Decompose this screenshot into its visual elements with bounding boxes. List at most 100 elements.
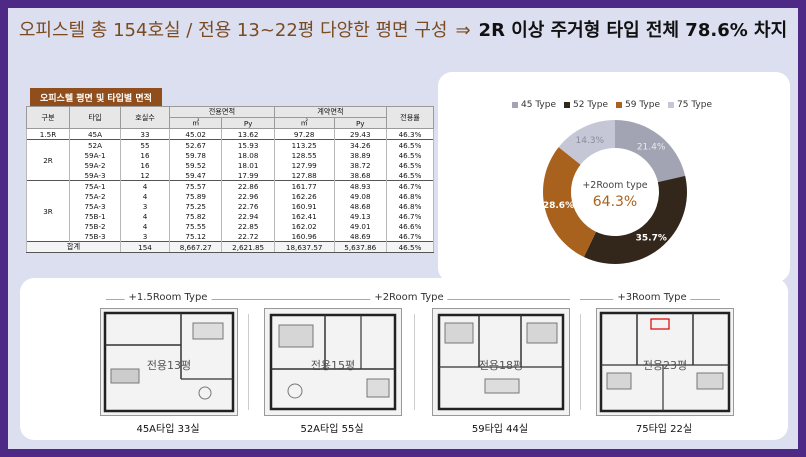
headline-arrow: ⇒ (455, 20, 471, 41)
floor-plan-59: 전용18평 (432, 308, 570, 416)
cell-excl-m2: 45.02 (168, 128, 223, 140)
cell-ratio: 46.7% (386, 180, 434, 191)
cell-excl-m2: 52.67 (168, 139, 223, 150)
table-row: 75B-1 4 75.82 22.94 162.41 49.13 46.7% (27, 211, 434, 221)
cell-con-m2: 113.25 (273, 139, 335, 150)
plan-59-area: 전용18평 (478, 359, 524, 372)
donut-slice-label: 28.6% (543, 201, 574, 211)
cell-excl-py: 22.85 (221, 221, 275, 231)
legend-label: 52 Type (573, 100, 608, 110)
cell-total-con-py: 5,637.86 (333, 241, 388, 253)
cell-excl-py: 18.01 (221, 160, 275, 170)
cell-con-py: 49.01 (333, 221, 388, 231)
cell-type: 75A-2 (69, 191, 121, 201)
cell-type: 59A-1 (69, 150, 121, 160)
donut-slice (543, 147, 597, 257)
cell-con-m2: 161.77 (273, 180, 335, 191)
floor-plans-panel: +1.5Room Type +2Room Type +3Room Type 전용… (20, 278, 788, 440)
col-exclusive-area: 전용면적 (169, 106, 275, 118)
cell-con-py: 48.69 (333, 231, 388, 242)
cell-excl-m2: 59.78 (168, 150, 223, 160)
floor-plan-75-drawing (599, 311, 731, 413)
legend-item: 59 Type (616, 100, 660, 110)
area-table: 구분 타입 호실수 전용면적 계약면적 전용률 ㎡ Py ㎡ Py 1.5R 45… (26, 106, 434, 253)
cell-excl-py: 22.72 (221, 231, 275, 242)
cell-ratio: 46.8% (386, 201, 434, 211)
page-canvas: 오피스텔 총 154호실 / 전용 13~22평 다양한 평면 구성 ⇒ 2R 이상… (8, 8, 798, 449)
legend-swatch (564, 101, 570, 108)
plan-divider-2 (414, 314, 415, 410)
plan-52a-area: 전용15평 (310, 359, 356, 372)
floor-plan-59-drawing (437, 313, 565, 411)
cell-type: 75B-1 (69, 211, 121, 221)
cell-excl-m2: 75.57 (168, 180, 223, 191)
donut-slice-label: 21.4% (637, 143, 666, 153)
floor-plan-52a-drawing (269, 313, 397, 411)
table-title: 오피스텔 평면 및 타입별 면적 (30, 88, 162, 107)
cell-units: 4 (120, 221, 170, 231)
cell-units: 33 (120, 128, 170, 140)
cell-group: 1.5R (26, 128, 70, 140)
floor-plan-52a: 전용15평 (264, 308, 402, 416)
cell-units: 4 (120, 191, 170, 201)
col-contract-area: 계약면적 (273, 106, 388, 118)
cell-con-py: 38.89 (333, 150, 388, 160)
cell-units: 55 (120, 139, 170, 150)
cell-total-label: 합계 (26, 241, 121, 253)
cell-excl-m2: 75.82 (168, 211, 223, 221)
cell-type: 75B-2 (69, 221, 121, 231)
col-ratio: 전용률 (386, 106, 434, 129)
plan-divider-3 (580, 314, 581, 410)
cell-units: 3 (120, 201, 170, 211)
cell-excl-m2: 75.25 (168, 201, 223, 211)
table-row: 3R 75A-1 4 75.57 22.86 161.77 48.93 46.7% (26, 180, 434, 242)
cell-total-excl-py: 2,621.85 (221, 241, 275, 253)
col-group: 구분 (26, 106, 70, 129)
table-body: 1.5R 45A 33 45.02 13.62 97.28 29.43 46.3% 2R 52A 5… (26, 128, 434, 253)
cell-ratio: 46.8% (386, 191, 434, 201)
table-row: 75B-2 4 75.55 22.85 162.02 49.01 46.6% (27, 221, 434, 231)
cell-con-py: 48.68 (333, 201, 388, 211)
cell-total-con-m2: 18,637.57 (273, 241, 335, 253)
cell-con-py: 38.72 (333, 160, 388, 170)
col-units: 호실수 (120, 106, 170, 129)
legend-label: 45 Type (521, 100, 556, 110)
cell-excl-m2: 75.89 (168, 191, 223, 201)
cell-excl-m2: 59.47 (168, 170, 223, 181)
donut-slice (583, 175, 687, 264)
cell-con-py: 38.68 (333, 170, 388, 181)
cell-group: 3R (26, 180, 70, 242)
legend-item: 75 Type (668, 100, 712, 110)
cell-units: 16 (120, 160, 170, 170)
cell-excl-m2: 75.12 (168, 231, 223, 242)
cell-ratio: 46.3% (386, 128, 434, 140)
cell-total-units: 154 (120, 241, 170, 253)
cell-excl-m2: 75.55 (168, 221, 223, 231)
cell-con-py: 49.13 (333, 211, 388, 221)
plan-75-area: 전용23평 (642, 359, 688, 372)
cell-con-m2: 97.28 (273, 128, 335, 140)
plan-59-caption: 59타입 44실 (471, 424, 529, 435)
col-con-sqm: ㎡ (273, 117, 335, 129)
donut-slice-label: 14.3% (576, 136, 605, 146)
donut-center-label: +2Room type (582, 180, 647, 191)
cell-excl-py: 15.93 (221, 139, 275, 150)
cell-excl-py: 22.96 (221, 191, 275, 201)
cell-excl-py: 18.08 (221, 150, 275, 160)
cell-group: 2R (26, 139, 70, 181)
cell-ratio: 46.6% (386, 221, 434, 231)
legend-swatch (616, 101, 622, 108)
plan-75-caption: 75타입 22실 (635, 424, 693, 435)
cell-excl-py: 13.62 (221, 128, 275, 140)
cell-con-m2: 162.02 (273, 221, 335, 231)
legend-label: 75 Type (677, 100, 712, 110)
cell-excl-m2: 59.52 (168, 160, 223, 170)
cell-con-m2: 127.99 (273, 160, 335, 170)
cell-total-ratio: 46.5% (386, 241, 434, 253)
floor-plan-75: 전용23평 (596, 308, 734, 416)
table-row: 1.5R 45A 33 45.02 13.62 97.28 29.43 46.3% (26, 128, 434, 140)
cell-ratio: 46.5% (386, 170, 434, 181)
legend-swatch (512, 101, 518, 108)
donut-center-value: 64.3% (593, 194, 637, 210)
